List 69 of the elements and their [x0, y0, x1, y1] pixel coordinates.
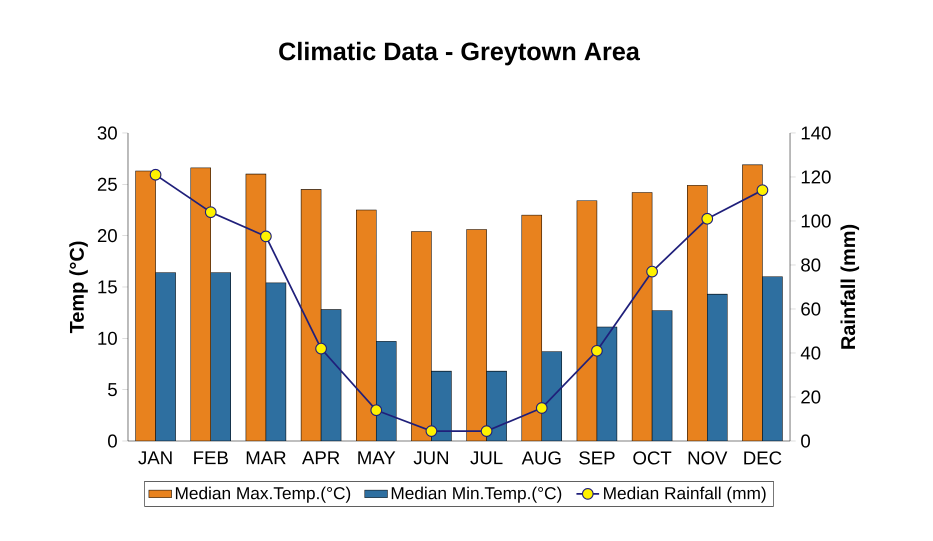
- point: [646, 266, 658, 278]
- point: [370, 404, 382, 416]
- y-tick-label: 30: [98, 126, 117, 140]
- x-tick-label: APR: [302, 451, 340, 464]
- y2-tick-label: 140: [802, 126, 831, 140]
- x-tick-label: AUG: [522, 451, 561, 465]
- bar: [356, 210, 376, 441]
- bar: [301, 189, 322, 441]
- point: [591, 344, 603, 357]
- chart-title: Climatic Data - Greytown Area: [279, 42, 640, 66]
- legend-label: Median Min.Temp.(°C): [392, 486, 562, 503]
- bar: [246, 174, 266, 441]
- y-tick-label: 25: [98, 178, 117, 191]
- point: [536, 402, 548, 414]
- bar: [652, 310, 672, 441]
- bar: [431, 371, 452, 441]
- bar: [762, 276, 783, 441]
- bar: [687, 185, 708, 441]
- legend-label: Median Max.Temp.(°C): [176, 486, 350, 503]
- bar: [466, 229, 487, 441]
- y2-tick-label: 0: [801, 434, 810, 448]
- legend-label: Median Rainfall (mm): [604, 486, 766, 503]
- y2-tick-label: 80: [801, 258, 820, 272]
- y-axis-title: Temp (°C): [69, 242, 88, 334]
- x-tick-label: FEB: [194, 451, 228, 464]
- point: [315, 342, 327, 354]
- y-tick-label: 10: [98, 332, 117, 345]
- x-tick-label: NOV: [688, 451, 728, 465]
- x-tick-label: JUN: [414, 451, 448, 464]
- y2-tick-label: 20: [801, 390, 820, 404]
- point: [756, 184, 768, 196]
- point: [204, 206, 217, 218]
- y-tick-label: 20: [98, 229, 117, 242]
- bar: [632, 192, 652, 441]
- bar: [136, 170, 156, 441]
- x-tick-label: OCT: [633, 451, 672, 465]
- y-tick-label: 5: [108, 383, 117, 396]
- bar: [522, 215, 542, 441]
- bar: [486, 371, 507, 441]
- bar: [266, 282, 286, 441]
- bar: [707, 294, 728, 441]
- x-tick-label: JUL: [470, 451, 503, 464]
- bar: [542, 352, 562, 441]
- bar: [411, 232, 432, 441]
- bar: [156, 272, 176, 441]
- y-tick-label: 15: [98, 280, 117, 294]
- point: [260, 230, 272, 242]
- bar: [190, 168, 211, 441]
- bar: [742, 164, 763, 441]
- bar: [576, 200, 597, 441]
- x-tick-label: MAR: [246, 451, 286, 464]
- bar: [596, 327, 617, 441]
- bar: [376, 341, 396, 441]
- point: [701, 212, 714, 225]
- y2-tick-label: 120: [802, 170, 831, 184]
- y-tick-label: 0: [108, 434, 117, 448]
- x-tick-label: SEP: [579, 451, 615, 465]
- x-tick-label: MAY: [358, 451, 396, 464]
- point: [150, 168, 162, 181]
- point: [426, 425, 438, 437]
- x-tick-label: JAN: [138, 451, 172, 464]
- y2-tick-label: 60: [801, 302, 820, 316]
- bar: [210, 272, 231, 441]
- x-tick-label: DEC: [744, 451, 782, 465]
- y2-tick-label: 40: [800, 346, 820, 360]
- y2-tick-label: 100: [802, 214, 831, 228]
- bar: [321, 310, 342, 441]
- y2-axis-title: Rainfall (mm): [840, 224, 860, 349]
- point: [480, 425, 492, 437]
